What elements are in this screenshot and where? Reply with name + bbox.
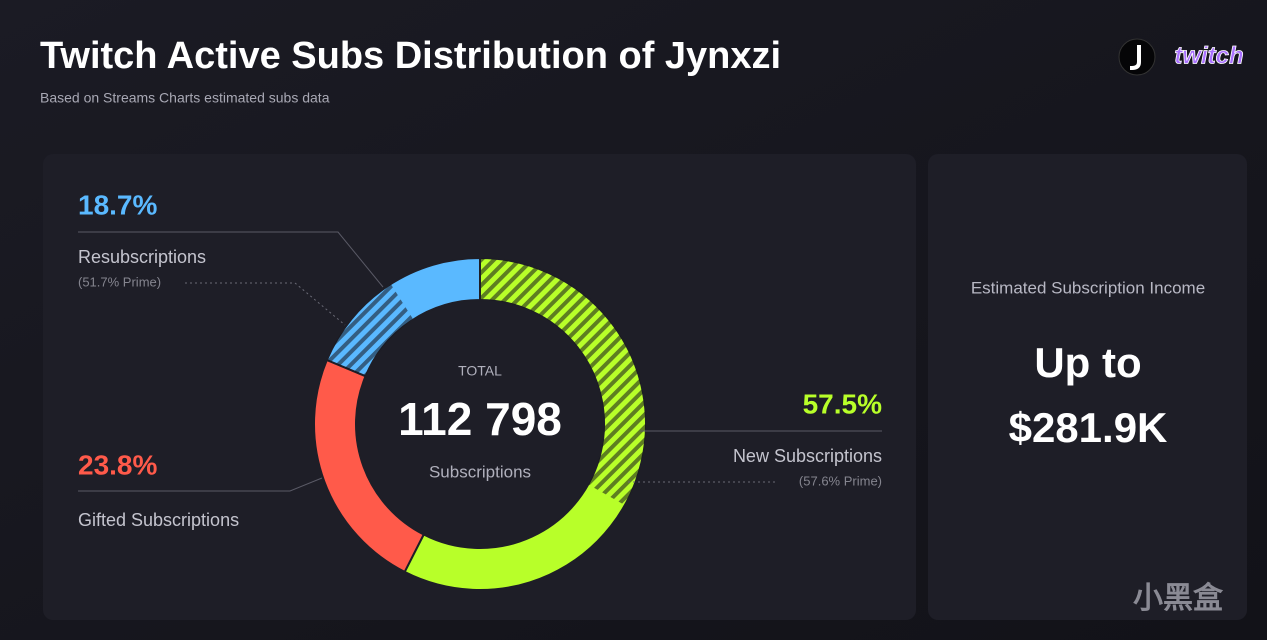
- leader-line: [78, 477, 323, 492]
- prime-leader: [185, 282, 346, 326]
- category-label: Gifted Subscriptions: [78, 510, 239, 530]
- leader-line: [78, 231, 384, 288]
- twitch-logo: twitch: [1174, 42, 1243, 69]
- income-panel: [928, 154, 1247, 620]
- logo-mark: [1130, 45, 1141, 70]
- category-label: Resubscriptions: [78, 247, 206, 267]
- prime-hatch: [480, 258, 646, 506]
- center-sublabel: Subscriptions: [429, 462, 531, 481]
- chart-title: Twitch Active Subs Distribution of Jynxz…: [40, 35, 781, 77]
- prime-label: (57.6% Prime): [799, 473, 882, 488]
- chart-panel: [43, 154, 916, 620]
- income-value: $281.9K: [1009, 404, 1168, 451]
- value-label: 23.8%: [78, 449, 157, 480]
- subtitle: Based on Streams Charts estimated subs d…: [40, 90, 330, 106]
- prime-label: (51.7% Prime): [78, 274, 161, 289]
- category-label: New Subscriptions: [733, 446, 882, 466]
- value-label: 57.5%: [803, 388, 882, 419]
- income-prefix: Up to: [1034, 339, 1141, 386]
- value-label: 18.7%: [78, 189, 157, 220]
- prime-hatch: [326, 284, 414, 377]
- income-title: Estimated Subscription Income: [971, 278, 1205, 297]
- center-label: TOTAL: [458, 363, 502, 379]
- watermark: 小黑盒: [1133, 581, 1224, 615]
- total: 112 798: [398, 393, 562, 445]
